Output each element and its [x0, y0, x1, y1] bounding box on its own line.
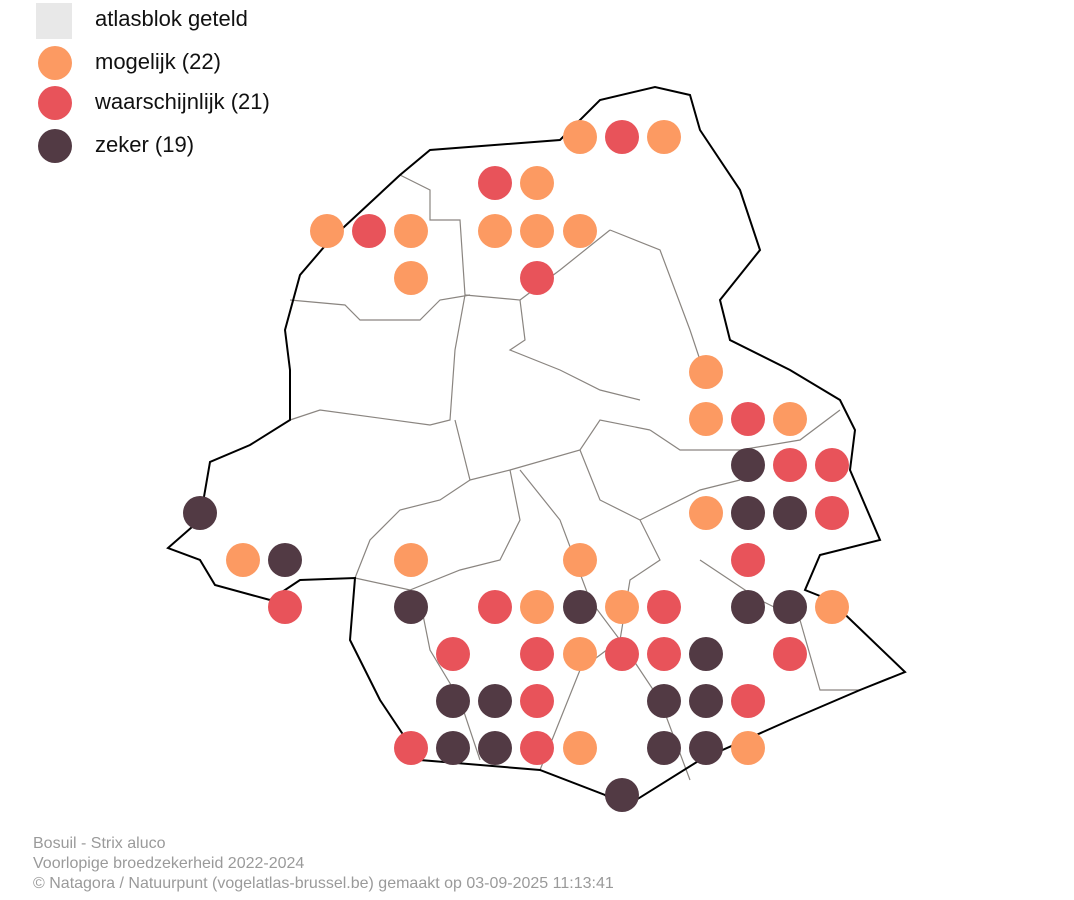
atlas-block-dot [731, 590, 765, 624]
footer-line: Voorlopige broedzekerheid 2022-2024 [33, 855, 304, 872]
atlas-block-dot [520, 684, 554, 718]
atlas-block-dot [183, 496, 217, 530]
atlas-block-dot [563, 637, 597, 671]
atlas-block-dot [773, 496, 807, 530]
atlas-block-dot [352, 214, 386, 248]
atlas-block-dot [815, 496, 849, 530]
atlas-block-dot [226, 543, 260, 577]
legend-swatch [36, 3, 72, 39]
atlas-block-dot [605, 120, 639, 154]
atlas-block-dot [478, 590, 512, 624]
atlas-block-dot [815, 448, 849, 482]
atlas-block-dot [731, 684, 765, 718]
atlas-block-dot [647, 120, 681, 154]
atlas-block-dot [563, 731, 597, 765]
atlas-block-dot [436, 684, 470, 718]
atlas-block-dot [563, 214, 597, 248]
atlas-block-dot [268, 543, 302, 577]
atlas-block-dot [520, 731, 554, 765]
atlas-block-dot [394, 543, 428, 577]
atlas-block-dot [605, 590, 639, 624]
atlas-block-dot [563, 543, 597, 577]
legend-swatch [38, 46, 72, 80]
atlas-block-dot [563, 590, 597, 624]
atlas-block-dot [731, 543, 765, 577]
atlas-block-dot [520, 214, 554, 248]
atlas-block-dot [478, 214, 512, 248]
atlas-block-dot [689, 731, 723, 765]
footer-line: © Natagora / Natuurpunt (vogelatlas-brus… [33, 875, 614, 892]
atlas-block-dot [731, 496, 765, 530]
atlas-block-dot [478, 166, 512, 200]
legend-label: zeker (19) [95, 132, 194, 157]
atlas-block-dot [605, 778, 639, 812]
atlas-block-dot [773, 590, 807, 624]
atlas-blocks [183, 120, 849, 812]
atlas-block-dot [689, 637, 723, 671]
atlas-block-dot [731, 402, 765, 436]
atlas-block-dot [520, 590, 554, 624]
atlas-block-dot [689, 355, 723, 389]
atlas-block-dot [436, 637, 470, 671]
legend-swatch [38, 129, 72, 163]
atlas-block-dot [731, 731, 765, 765]
legend-swatch [38, 86, 72, 120]
atlas-block-dot [394, 590, 428, 624]
atlas-block-dot [520, 261, 554, 295]
atlas-block-dot [647, 684, 681, 718]
atlas-block-dot [647, 590, 681, 624]
atlas-block-dot [773, 637, 807, 671]
atlas-block-dot [310, 214, 344, 248]
atlas-block-dot [394, 261, 428, 295]
atlas-block-dot [647, 637, 681, 671]
atlas-block-dot [689, 402, 723, 436]
atlas-block-dot [520, 637, 554, 671]
atlas-block-dot [689, 684, 723, 718]
atlas-block-dot [815, 590, 849, 624]
footer-line: Bosuil - Strix aluco [33, 835, 166, 852]
atlas-block-dot [689, 496, 723, 530]
atlas-block-dot [647, 731, 681, 765]
atlas-block-dot [436, 731, 470, 765]
atlas-block-dot [268, 590, 302, 624]
atlas-block-dot [478, 684, 512, 718]
atlas-block-dot [478, 731, 512, 765]
atlas-block-dot [605, 637, 639, 671]
atlas-block-dot [520, 166, 554, 200]
atlas-block-dot [563, 120, 597, 154]
atlas-block-dot [394, 731, 428, 765]
region-outline [166, 85, 907, 812]
legend-label: atlasblok geteld [95, 6, 248, 31]
atlas-block-dot [394, 214, 428, 248]
legend-label: mogelijk (22) [95, 49, 221, 74]
atlas-block-dot [773, 402, 807, 436]
legend-label: waarschijnlijk (21) [94, 89, 270, 114]
atlas-block-dot [731, 448, 765, 482]
atlas-block-dot [773, 448, 807, 482]
